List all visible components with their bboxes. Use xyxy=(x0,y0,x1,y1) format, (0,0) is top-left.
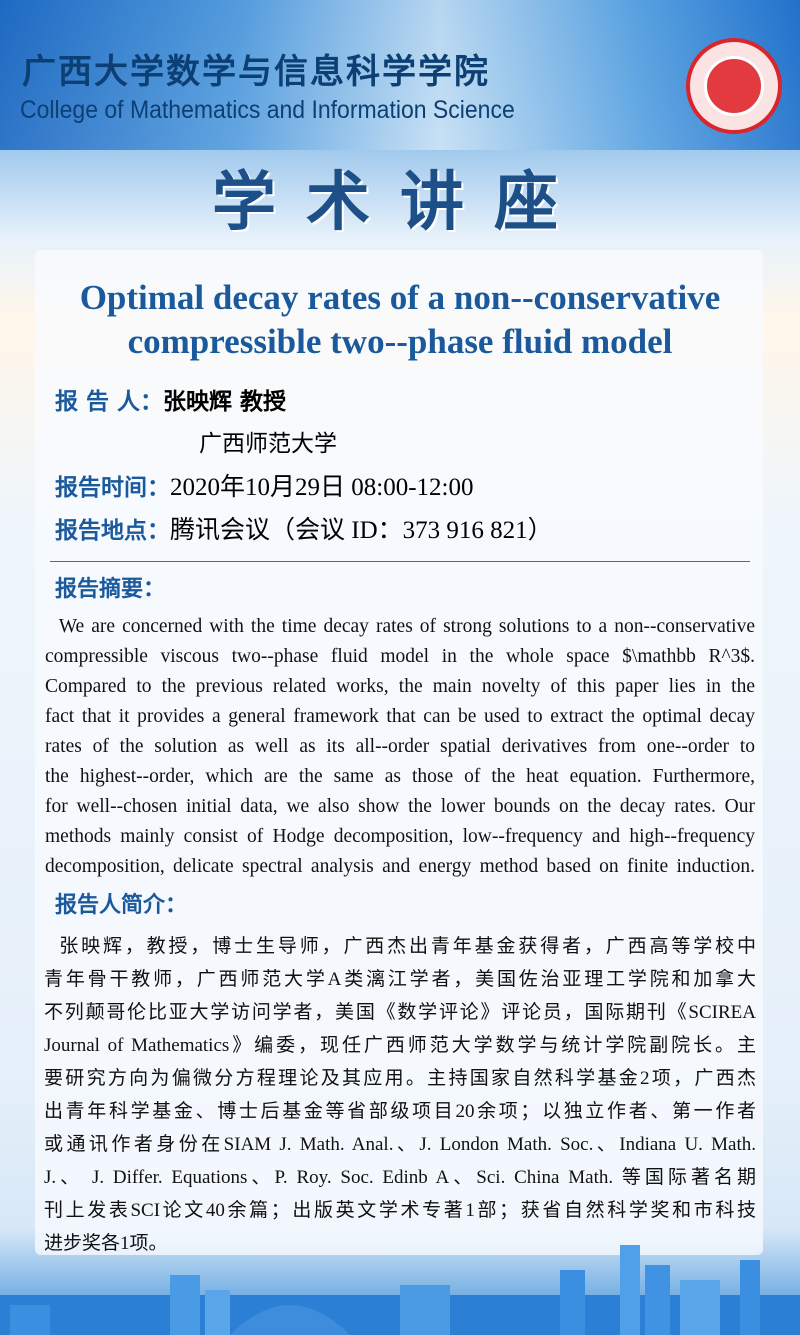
speaker-affiliation: 广西师范大学 xyxy=(199,431,337,457)
bio-text: 张映辉，教授，博士生导师，广西杰出青年基金获得者，广西高等学校中 青年骨干教师，… xyxy=(44,930,756,1260)
abstract-line: fact that it provides a general framewor… xyxy=(45,706,755,727)
talk-title-line: compressible two--phase fluid model xyxy=(127,322,673,361)
speaker-name: 张映辉 教授 xyxy=(163,389,287,415)
place-label: 报告地点： xyxy=(55,518,170,544)
talk-title: Optimal decay rates of a non--conservati… xyxy=(0,276,800,364)
place-value: 腾讯会议（会议 ID：373 916 821） xyxy=(170,517,553,544)
college-name-cn: 广西大学数学与信息科学学院 xyxy=(22,52,490,92)
abstract-line: decomposition, delicate spectral analysi… xyxy=(45,856,755,877)
abstract-line: We are concerned with the time decay rat… xyxy=(45,616,755,637)
university-seal-icon xyxy=(686,38,782,134)
bio-line: J.、 J. Differ. Equations、P. Roy. Soc. Ed… xyxy=(44,1167,756,1188)
city-skyline-decoration xyxy=(0,1245,800,1335)
bio-heading: 报告人简介： xyxy=(55,893,188,918)
abstract-line: compressible viscous two--phase fluid mo… xyxy=(45,646,755,667)
speaker-row: 报 告 人：张映辉 教授 xyxy=(55,386,286,418)
abstract-line: for well--chosen initial data, we also s… xyxy=(45,796,755,817)
talk-title-line: Optimal decay rates of a non--conservati… xyxy=(79,278,721,317)
bio-line: Journal of Mathematics》编委，现任广西师范大学数学与统计学… xyxy=(44,1035,756,1056)
college-name-en: College of Mathematics and Information S… xyxy=(20,96,515,124)
place-row: 报告地点：腾讯会议（会议 ID：373 916 821） xyxy=(55,515,553,547)
bio-line: 进步奖各1项。 xyxy=(44,1233,168,1254)
speaker-label: 报 告 人： xyxy=(55,389,164,415)
bio-line: 或通讯作者身份在SIAM J. Math. Anal.、J. London Ma… xyxy=(44,1134,756,1155)
divider xyxy=(50,561,750,562)
abstract-line: the highest--order, which are the same a… xyxy=(45,766,755,787)
event-type-title: 学术讲座 xyxy=(212,165,588,240)
content-panel xyxy=(35,250,763,1255)
bio-line: 张映辉，教授，博士生导师，广西杰出青年基金获得者，广西高等学校中 xyxy=(44,936,756,957)
abstract-line: methods mainly consist of Hodge decompos… xyxy=(45,826,755,847)
bio-line: 不列颠哥伦比亚大学访问学者，美国《数学评论》评论员，国际期刊《SCIREA xyxy=(44,1002,756,1023)
bio-line: 青年骨干教师，广西师范大学A类漓江学者，美国佐治亚理工学院和加拿大 xyxy=(44,969,756,990)
time-label: 报告时间： xyxy=(55,475,170,501)
bio-line: 出青年科学基金、博士后基金等省部级项目20余项；以独立作者、第一作者 xyxy=(44,1101,756,1122)
abstract-line: Compared to the previous related works, … xyxy=(45,676,755,697)
abstract-text: We are concerned with the time decay rat… xyxy=(45,612,755,882)
time-row: 报告时间：2020年10月29日 08:00-12:00 xyxy=(55,472,473,504)
time-value: 2020年10月29日 08:00-12:00 xyxy=(170,474,474,501)
bio-line: 要研究方向为偏微分方程理论及其应用。主持国家自然科学基金2项，广西杰 xyxy=(44,1068,756,1089)
bio-line: 刊上发表SCI论文40余篇；出版英文学术专著1部；获省自然科学奖和市科技 xyxy=(44,1200,756,1221)
abstract-heading: 报告摘要： xyxy=(55,577,166,602)
header-banner xyxy=(0,0,800,150)
abstract-line: rates of the solution as well as its all… xyxy=(45,736,755,757)
